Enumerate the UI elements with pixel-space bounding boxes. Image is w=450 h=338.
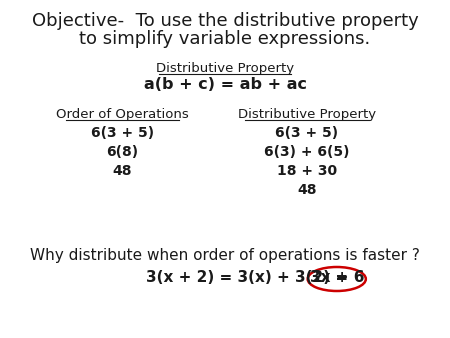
Text: Order of Operations: Order of Operations <box>56 108 189 121</box>
Text: 18 + 30: 18 + 30 <box>277 164 337 178</box>
Text: 6(3 + 5): 6(3 + 5) <box>275 126 338 140</box>
Text: a(b + c) = ab + ac: a(b + c) = ab + ac <box>144 77 306 92</box>
Text: 6(3) + 6(5): 6(3) + 6(5) <box>264 145 350 159</box>
Text: 3(x + 2) = 3(x) + 3(2) =: 3(x + 2) = 3(x) + 3(2) = <box>146 270 353 285</box>
Text: Why distribute when order of operations is faster ?: Why distribute when order of operations … <box>30 248 420 263</box>
Text: 48: 48 <box>297 183 316 197</box>
Text: Objective-  To use the distributive property: Objective- To use the distributive prope… <box>32 12 419 30</box>
Text: 3x + 6: 3x + 6 <box>310 270 364 285</box>
Text: 48: 48 <box>112 164 132 178</box>
Text: 6(8): 6(8) <box>106 145 139 159</box>
Text: Distributive Property: Distributive Property <box>238 108 376 121</box>
Text: to simplify variable expressions.: to simplify variable expressions. <box>79 30 371 48</box>
Text: Distributive Property: Distributive Property <box>156 62 294 75</box>
Text: 6(3 + 5): 6(3 + 5) <box>91 126 154 140</box>
